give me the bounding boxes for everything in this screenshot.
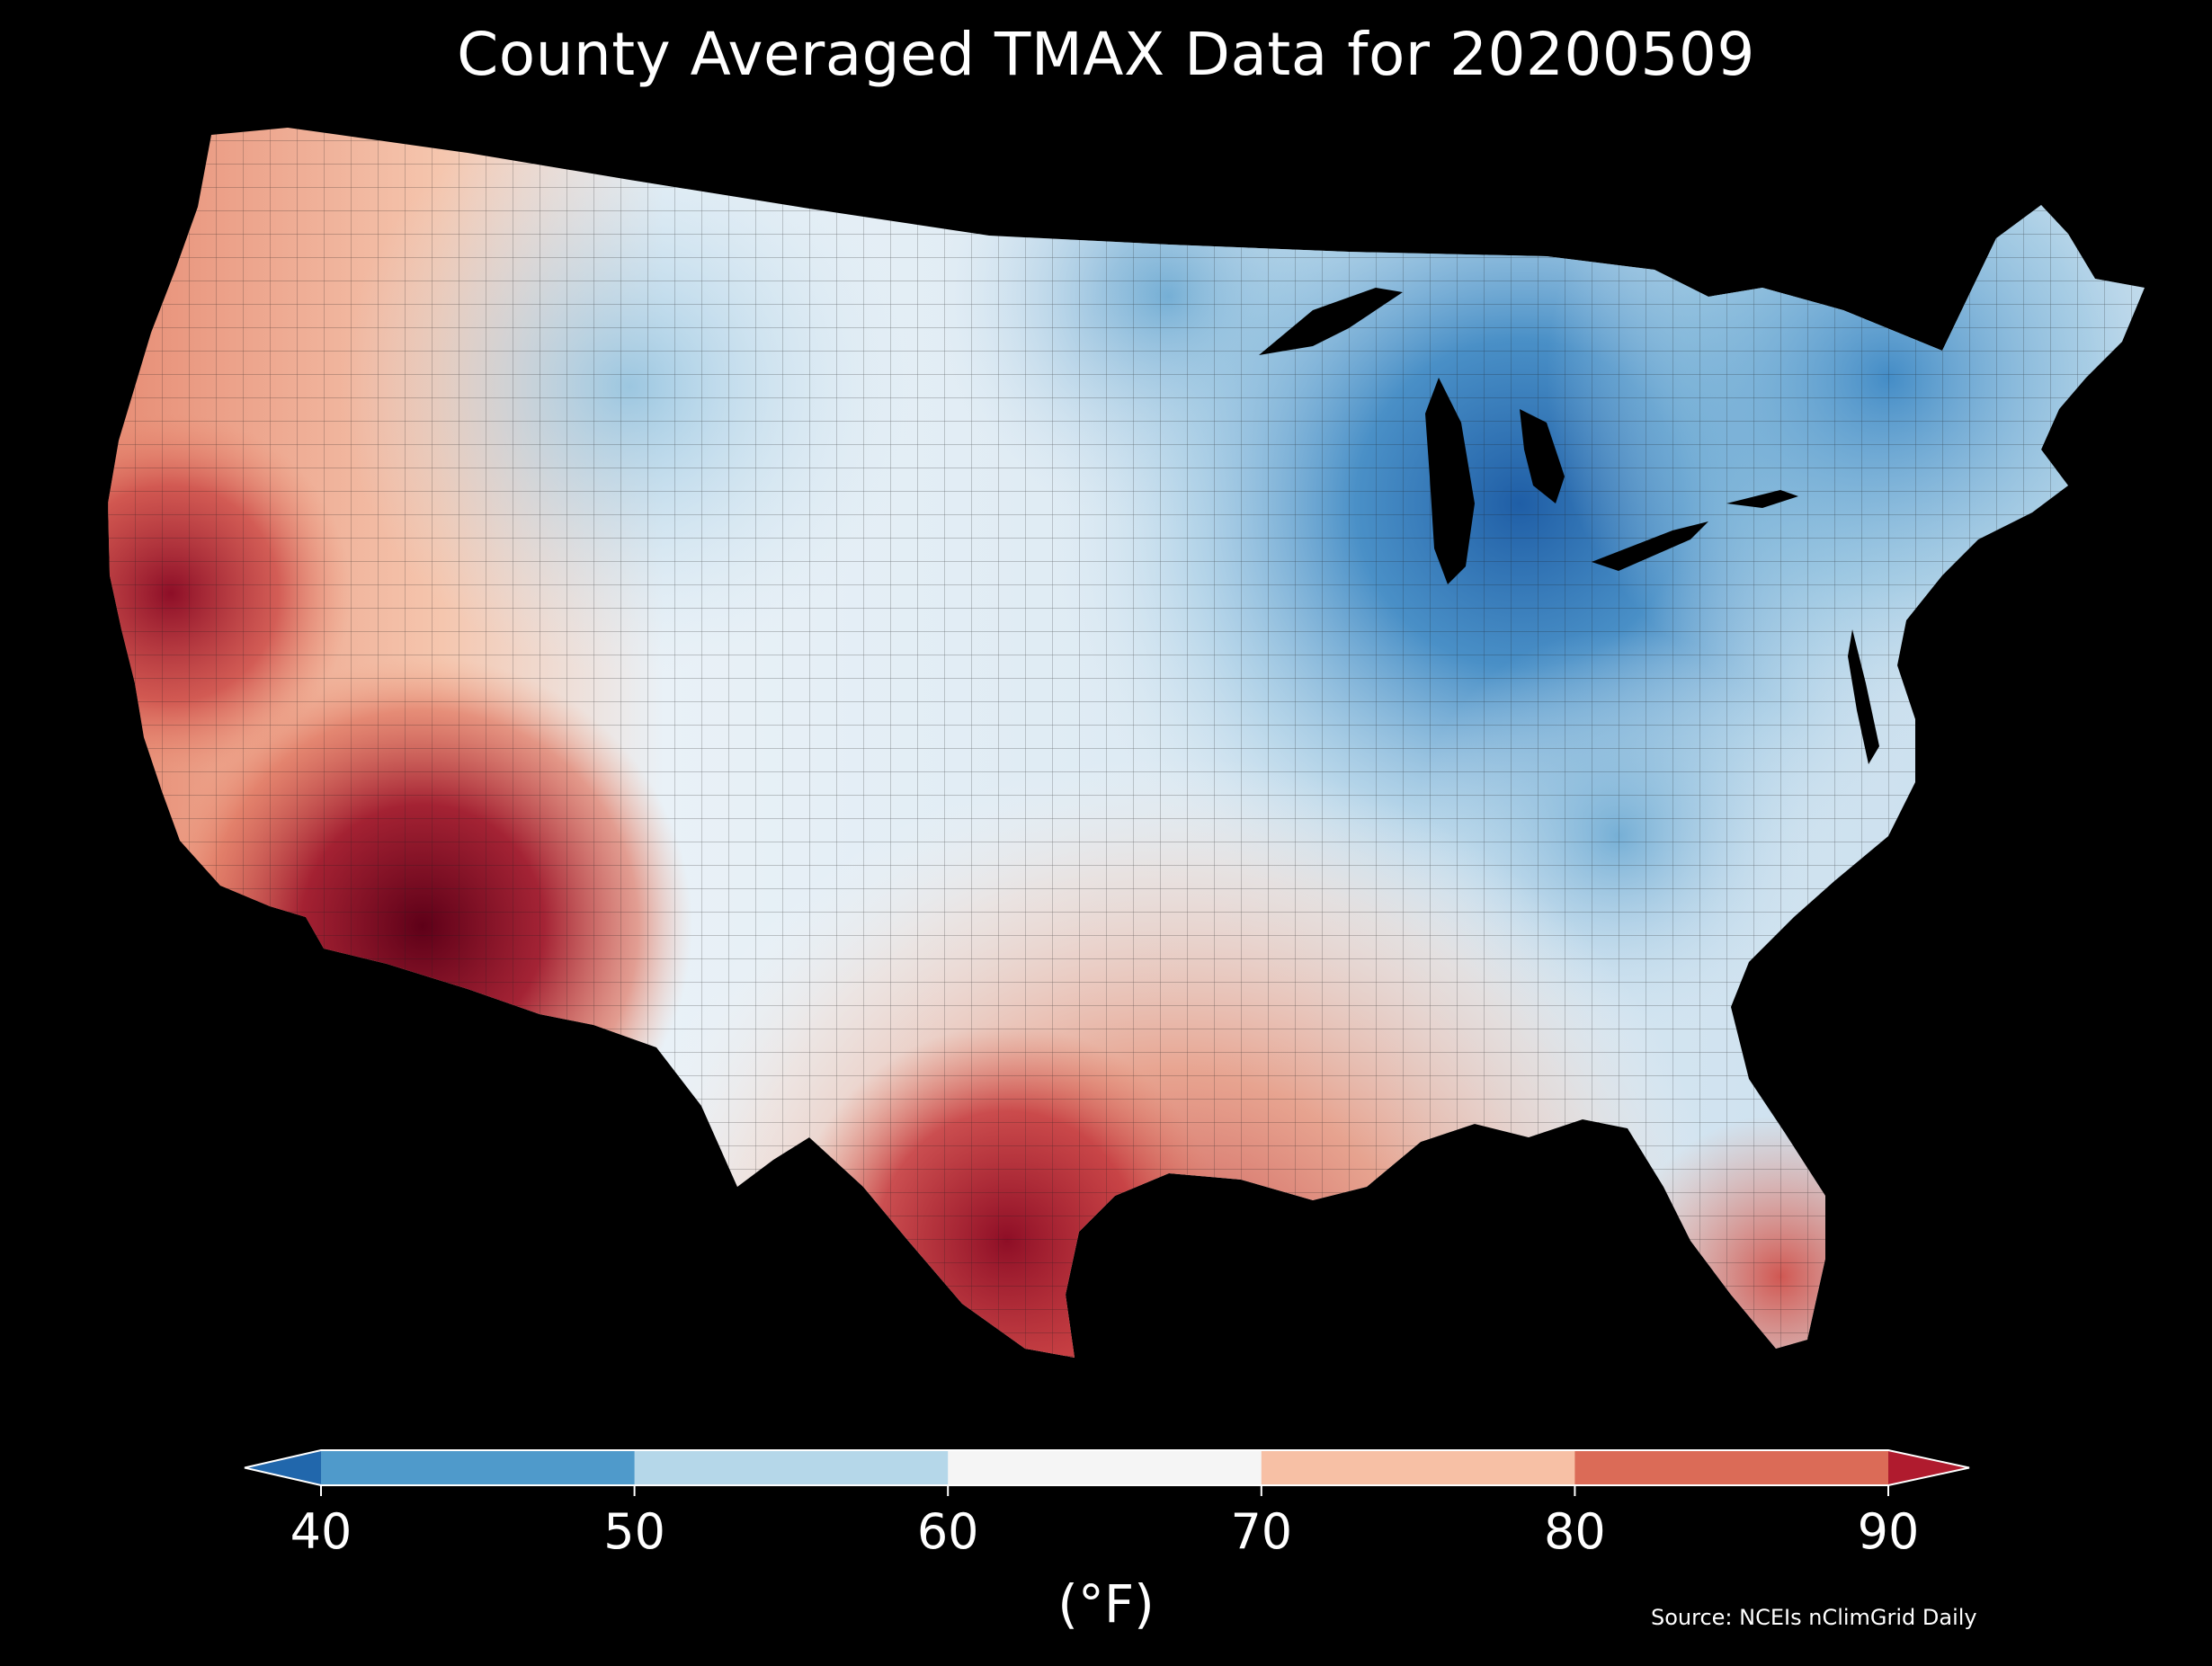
colorbar-tick-label: 40 — [290, 1503, 352, 1560]
colorbar-under-arrow — [245, 1450, 321, 1485]
colorbar-bin-70-80 — [1261, 1450, 1575, 1485]
colorbar-over-arrow — [1888, 1450, 1969, 1485]
lake-ontario — [1726, 490, 1798, 508]
lake-michigan — [1425, 378, 1475, 584]
colorbar-bin-50-60 — [634, 1450, 949, 1485]
colorbar-tick-label: 90 — [1858, 1503, 1920, 1560]
source-credit: Source: NCEIs nClimGrid Daily — [1651, 1605, 1977, 1630]
colorbar-bin-40-50 — [321, 1450, 636, 1485]
colorbar-tick-label: 80 — [1544, 1503, 1606, 1560]
colorbar-tick-label: 60 — [917, 1503, 979, 1560]
lake-huron — [1520, 409, 1565, 503]
lake-superior — [1259, 288, 1403, 355]
colorbar-bin-60-70 — [948, 1450, 1262, 1485]
colorbar-tick-label: 50 — [603, 1503, 665, 1560]
lake-erie — [1592, 521, 1708, 571]
colorbar-unit-label: (°F) — [1057, 1573, 1155, 1635]
colorbar-bin-80-90 — [1574, 1450, 1889, 1485]
map-title: County Averaged TMAX Data for 20200509 — [457, 20, 1755, 89]
conus-temperature-map — [108, 128, 2145, 1358]
chesapeake-bay — [1848, 629, 1879, 764]
colorbar-tick-label: 70 — [1230, 1503, 1292, 1560]
